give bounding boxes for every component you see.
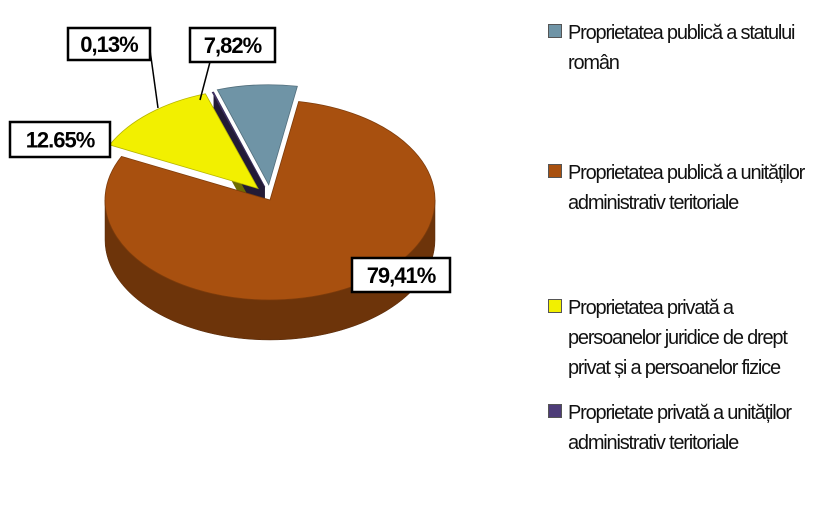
- legend-item: Proprietatea publică a statului român: [548, 18, 818, 78]
- pie-slice: [216, 84, 298, 186]
- value-label: 79,41%: [367, 263, 436, 288]
- legend-label: Proprietate privată a unităților adminis…: [568, 402, 792, 454]
- legend-item: Proprietatea publică a unităților admini…: [548, 158, 818, 218]
- value-label-box: [8, 120, 112, 159]
- pie-tops: [104, 84, 436, 301]
- legend-item: Proprietate privată a unităților adminis…: [548, 398, 818, 458]
- value-label: 0,13%: [80, 32, 138, 57]
- legend-swatch: [548, 164, 562, 178]
- value-label-box: [350, 256, 452, 294]
- legend-swatch: [548, 24, 562, 38]
- legend-label: Proprietatea publică a statului român: [568, 22, 795, 74]
- value-label-box: [66, 26, 152, 62]
- legend-swatch: [548, 404, 562, 418]
- value-label-box: [188, 26, 277, 64]
- legend-label: Proprietatea privată a persoanelor jurid…: [568, 297, 788, 379]
- leader-line: [149, 49, 159, 109]
- legend-swatch: [548, 299, 562, 313]
- value-label: 7,82%: [204, 33, 262, 58]
- pie-slice: [104, 101, 436, 301]
- legend-item: Proprietatea privată a persoanelor jurid…: [548, 293, 818, 383]
- leader-line: [199, 61, 211, 101]
- value-label: 12.65%: [26, 128, 95, 153]
- legend-label: Proprietatea publică a unităților admini…: [568, 162, 805, 214]
- pie-slice: [108, 93, 259, 190]
- pie-slice: [211, 91, 266, 188]
